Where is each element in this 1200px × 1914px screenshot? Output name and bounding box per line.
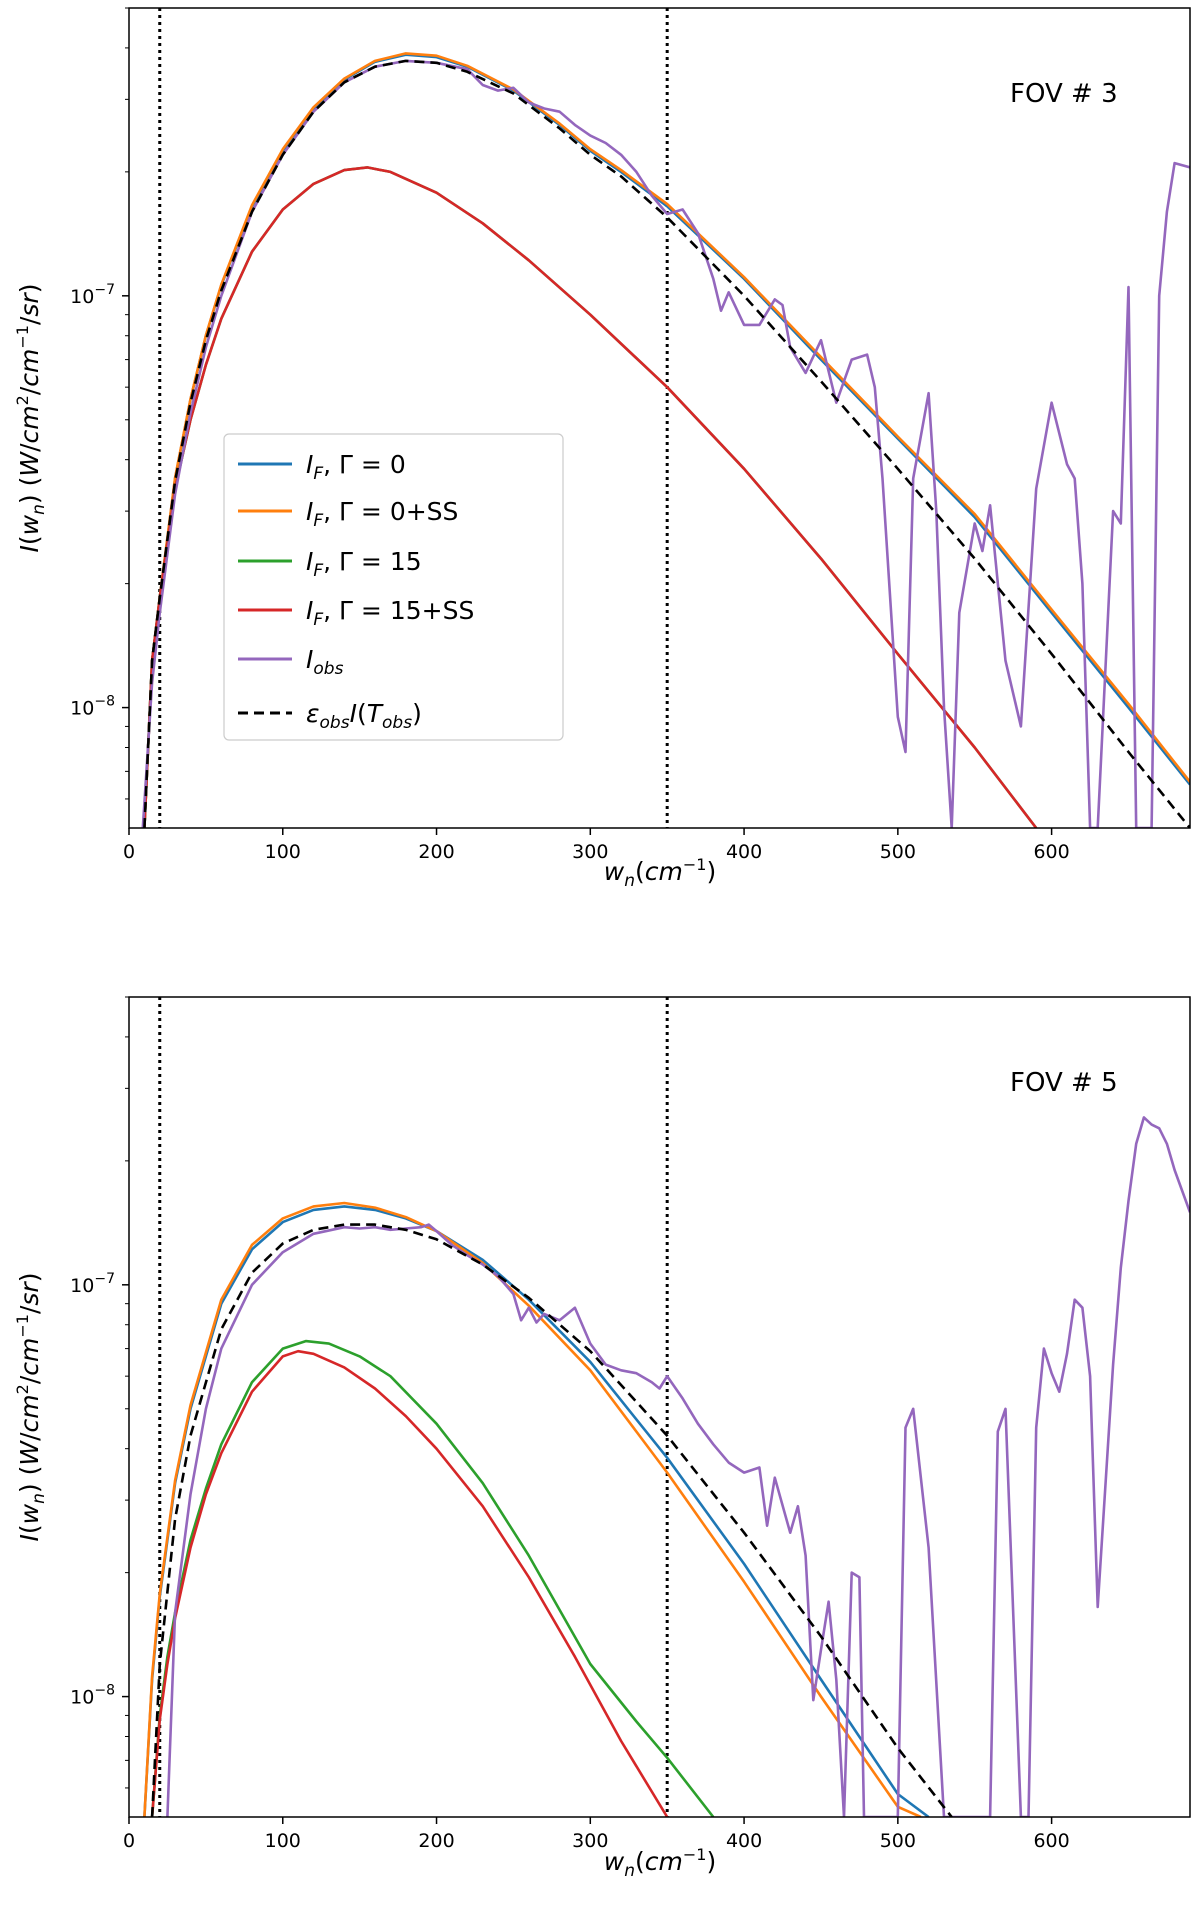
series-line-i-f-gamma-0-plus-ss [143,1201,922,1817]
x-tick-label: 500 [880,1830,916,1852]
legend-label: IF, Γ = 15+SS [306,596,474,630]
panel-fov-3: 0 100 200 300 400 500 600 10−8 10−7 FOV # 3 wn(c… [13,7,1191,891]
y-axis-label: I(wn) (W/cm2/cm−1/sr) [13,284,49,553]
legend-entry: εobsI(Tobs) [238,699,422,733]
x-tick-label: 100 [265,841,301,863]
x-tick-label: 300 [572,1830,608,1852]
plot-frame [128,996,1191,1818]
x-tick-label: 100 [265,1830,301,1852]
x-tick-label: 200 [418,841,454,863]
fov-annotation: FOV # 3 [1010,79,1118,109]
series-layer [141,8,1190,828]
x-tick-label: 200 [418,1830,454,1852]
legend-label: εobsI(Tobs) [306,699,422,733]
series-line-i-f-gamma-15 [150,1339,715,1817]
x-tick-label: 400 [726,841,762,863]
legend: IF, Γ = 0 IF, Γ = 0+SS IF, Γ = 15 IF, Γ … [223,433,564,741]
x-axis-label: wn(cm−1) [604,855,716,891]
y-tick-label: 10−8 [70,694,115,720]
series-line-eps-obs-i-t-obs [143,59,1190,828]
x-tick-label: 400 [726,1830,762,1852]
x-tick-label: 0 [123,841,135,863]
legend-label: IF, Γ = 0 [306,450,406,484]
tick-layer: 0 100 200 300 400 500 600 10−8 10−7 [70,7,1070,863]
series-line-eps-obs-i-t-obs [150,1223,953,1817]
y-tick-label: 10−8 [70,1683,115,1709]
plot-frame [128,7,1191,829]
y-axis-label: I(wn) (W/cm2/cm−1/sr) [13,1273,49,1542]
x-tick-label: 500 [880,841,916,863]
series-line-i-obs [166,1116,1190,1817]
x-axis-label: wn(cm−1) [604,1845,716,1881]
legend-entry: IF, Γ = 0+SS [238,497,458,531]
legend-label: IF, Γ = 15 [306,547,422,581]
y-tick-label: 10−7 [70,282,115,308]
x-tick-label: 600 [1033,841,1069,863]
legend-entry: Iobs [238,645,344,679]
series-line-i-f-gamma-0 [143,1205,930,1817]
fov-annotation: FOV # 5 [1010,1068,1118,1098]
series-line-i-f-gamma-15-plus-ss [150,1349,669,1817]
x-tick-label: 0 [123,1830,135,1852]
legend-label: Iobs [306,645,344,679]
legend-entry: IF, Γ = 0 [238,450,406,484]
series-layer [143,997,1190,1817]
tick-layer: 0 100 200 300 400 500 600 10−8 10−7 [70,996,1070,1852]
legend-entry: IF, Γ = 15 [238,547,422,581]
y-tick-label: 10−7 [70,1271,115,1297]
legend-label: IF, Γ = 0+SS [306,497,458,531]
panel-fov-5: 0 100 200 300 400 500 600 10−8 10−7 FOV # 5 wn(c… [13,996,1191,1881]
x-tick-label: 300 [572,841,608,863]
x-tick-label: 600 [1033,1830,1069,1852]
legend-entry: IF, Γ = 15+SS [238,596,474,630]
legend-box [223,433,564,741]
